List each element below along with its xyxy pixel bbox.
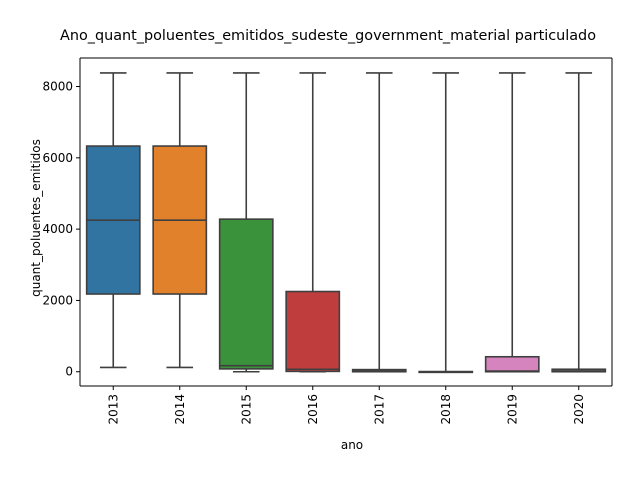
y-axis-label: quant_poluentes_emitidos: [29, 139, 43, 297]
x-tick-label: 2013: [106, 394, 120, 425]
x-tick-label: 2020: [572, 394, 586, 425]
y-tick-label: 4000: [42, 222, 73, 236]
x-axis-label: ano: [341, 438, 363, 452]
chart-title: Ano_quant_poluentes_emitidos_sudeste_gov…: [60, 28, 596, 44]
x-tick-label: 2017: [372, 394, 386, 425]
x-tick-label: 2019: [505, 394, 519, 425]
box-2019: [484, 355, 540, 373]
x-tick-label: 2014: [173, 394, 187, 425]
x-tick-label: 2015: [239, 394, 253, 425]
box-2016: [285, 290, 341, 373]
y-tick-label: 0: [65, 365, 73, 379]
plot-area: 0 2000 4000 6000 8000 2013 2014 2015 2016 2017 201…: [42, 57, 613, 425]
y-tick-label: 2000: [42, 293, 73, 307]
x-tick-label: 2016: [306, 394, 320, 425]
y-tick-label: 6000: [42, 151, 73, 165]
box-2015: [218, 218, 274, 370]
x-tick-label: 2018: [439, 394, 453, 425]
y-tick-label: 8000: [42, 80, 73, 94]
